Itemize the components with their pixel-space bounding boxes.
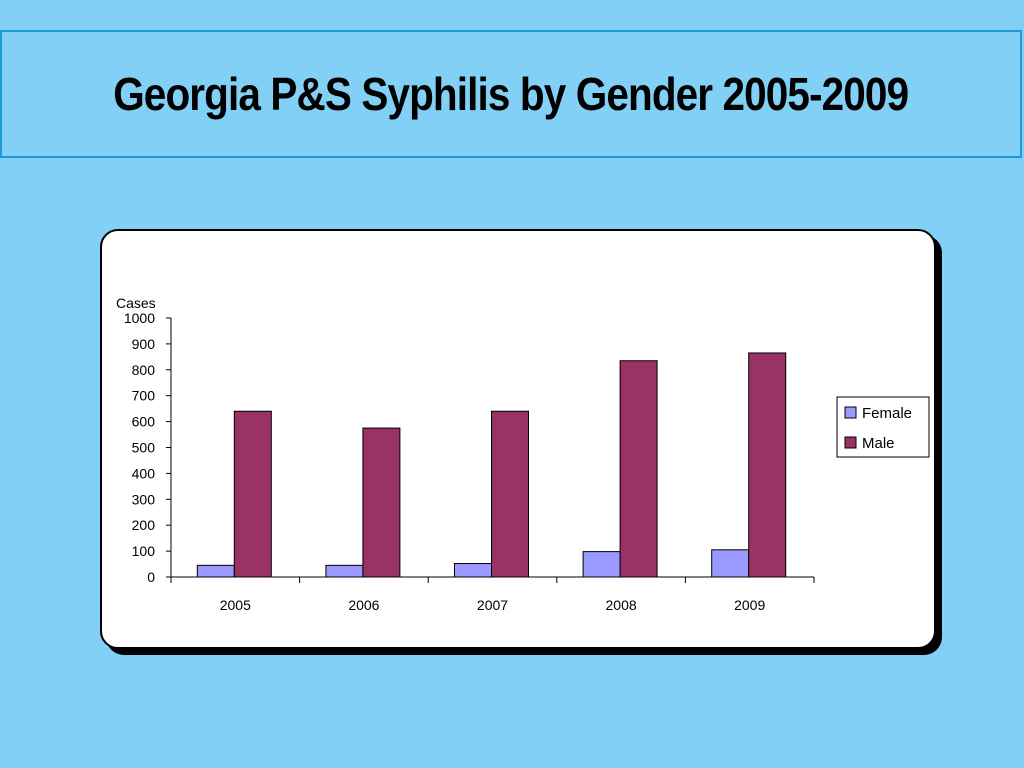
- legend: Female Male: [836, 396, 930, 458]
- x-tick-label: 2009: [734, 597, 765, 613]
- y-axis-label: Cases: [116, 295, 156, 311]
- y-tick-label: 300: [132, 491, 156, 507]
- bar-female-2007: [454, 563, 492, 578]
- y-tick-label: 900: [132, 336, 156, 352]
- y-tick-label: 400: [132, 465, 156, 481]
- x-tick-label: 2007: [477, 597, 508, 613]
- y-tick-label: 700: [132, 388, 156, 404]
- x-tick-label: 2005: [220, 597, 251, 613]
- title-box: Georgia P&S Syphilis by Gender 2005-2009: [0, 30, 1022, 158]
- y-tick-label: 0: [147, 569, 155, 585]
- y-tick-label: 800: [132, 362, 156, 378]
- x-tick-label: 2006: [348, 597, 379, 613]
- legend-swatch-female: [844, 406, 857, 419]
- bar-female-2008: [582, 551, 621, 578]
- axes: 0 100 200 300 400 500 600 700 800 900 1000 2005 2006…: [124, 310, 815, 613]
- bar-male-2009: [748, 352, 787, 578]
- bar-male-2007: [491, 410, 529, 578]
- legend-label-male: Male: [862, 435, 895, 452]
- bar-male-2006: [362, 427, 401, 578]
- legend-swatch-male: [844, 436, 857, 449]
- bars: [196, 352, 787, 578]
- bar-female-2009: [711, 549, 750, 578]
- y-tick-label: 600: [132, 414, 156, 430]
- slide-title: Georgia P&S Syphilis by Gender 2005-2009: [113, 68, 910, 120]
- x-tick-label: 2008: [606, 597, 637, 613]
- y-tick-label: 100: [132, 543, 156, 559]
- y-tick-label: 200: [132, 517, 156, 533]
- bar-male-2005: [233, 410, 272, 578]
- legend-label-female: Female: [862, 405, 912, 422]
- bar-female-2005: [196, 564, 235, 578]
- bar-female-2006: [325, 564, 364, 578]
- y-tick-label: 1000: [124, 310, 155, 326]
- bar-male-2008: [619, 360, 658, 578]
- y-tick-label: 500: [132, 440, 156, 456]
